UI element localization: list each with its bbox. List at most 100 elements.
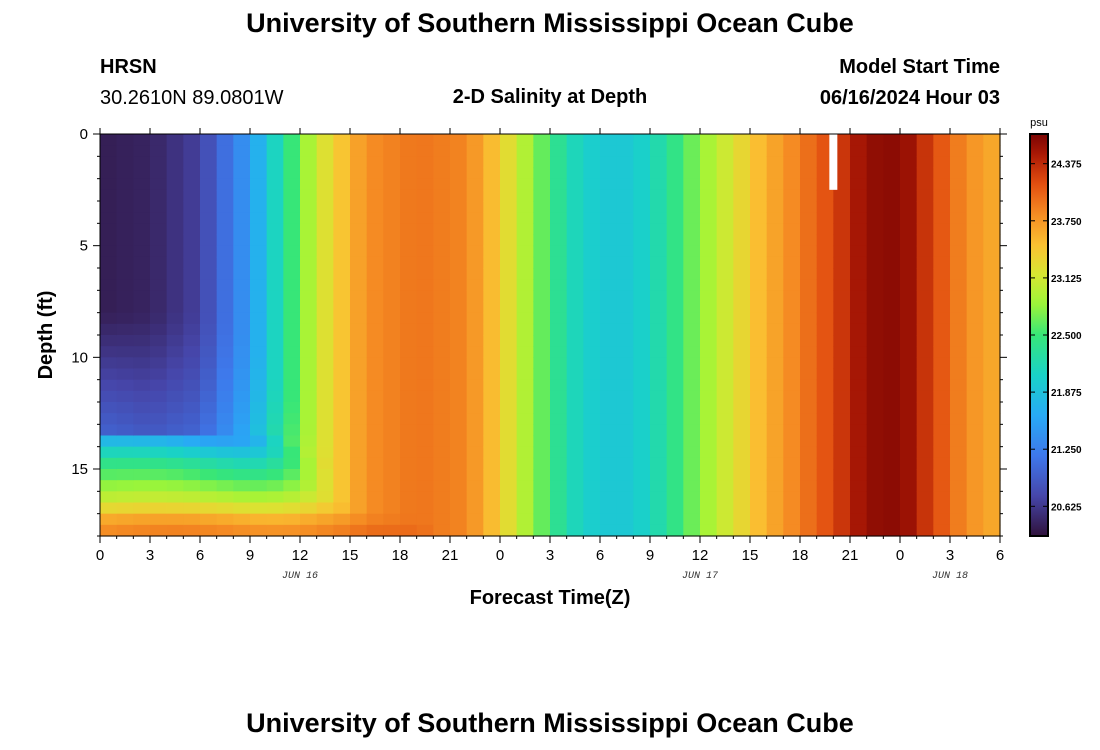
heatmap-cell xyxy=(100,402,118,414)
heatmap-cell xyxy=(916,256,934,269)
heatmap-cell xyxy=(816,323,834,336)
heatmap-cell xyxy=(566,368,584,381)
heatmap-cell xyxy=(450,413,468,425)
heatmap-cell xyxy=(400,524,418,537)
heatmap-cell xyxy=(916,212,934,224)
heatmap-cell xyxy=(700,513,718,526)
heatmap-cell xyxy=(666,491,684,504)
heatmap-cell xyxy=(650,167,668,180)
heatmap-cell xyxy=(750,223,768,236)
heatmap-cell xyxy=(816,413,834,425)
heatmap-cell xyxy=(433,134,451,146)
heatmap-cell xyxy=(833,480,851,492)
heatmap-cell xyxy=(716,413,734,425)
heatmap-cell xyxy=(250,279,268,291)
heatmap-cell xyxy=(483,234,501,247)
heatmap-cell xyxy=(800,323,818,336)
heatmap-cell xyxy=(250,201,268,213)
heatmap-cell xyxy=(233,435,251,448)
heatmap-cell xyxy=(616,256,634,269)
heatmap-cell xyxy=(400,279,418,291)
heatmap-cell xyxy=(983,424,1001,437)
heatmap-cell xyxy=(866,223,884,236)
heatmap-cell xyxy=(633,379,651,392)
heatmap-cell xyxy=(533,223,551,236)
heatmap-cell xyxy=(133,145,151,157)
heatmap-cell xyxy=(233,245,251,258)
heatmap-cell xyxy=(266,156,284,169)
heatmap-cell xyxy=(283,156,301,169)
heatmap-cell xyxy=(466,502,484,515)
heatmap-cell xyxy=(933,212,951,224)
heatmap-cell xyxy=(383,402,401,414)
heatmap-cell xyxy=(216,178,234,191)
heatmap-cell xyxy=(550,524,568,537)
heatmap-cell xyxy=(366,379,384,392)
heatmap-cell xyxy=(133,268,151,280)
heatmap-cell xyxy=(583,268,601,280)
heatmap-cell xyxy=(633,178,651,191)
heatmap-cell xyxy=(600,301,618,314)
heatmap-cell xyxy=(266,346,284,358)
heatmap-cell xyxy=(633,424,651,437)
heatmap-cell xyxy=(266,502,284,515)
heatmap-cell xyxy=(316,335,334,347)
heatmap-cell xyxy=(950,480,968,492)
heatmap-cell xyxy=(466,346,484,358)
heatmap-cell xyxy=(816,279,834,291)
heatmap-cell xyxy=(816,368,834,381)
heatmap-cell xyxy=(716,189,734,202)
heatmap-cell xyxy=(600,435,618,448)
heatmap-cell xyxy=(966,279,984,291)
heatmap-cell xyxy=(516,167,534,180)
heatmap-cell xyxy=(900,279,918,291)
heatmap-cell xyxy=(966,513,984,526)
heatmap-cell xyxy=(783,357,801,370)
heatmap-cell xyxy=(500,335,518,347)
heatmap-cell xyxy=(100,469,118,481)
heatmap-cell xyxy=(116,379,134,392)
heatmap-cell xyxy=(483,167,501,180)
colorbar-tick-label: 23.750 xyxy=(1051,217,1082,228)
heatmap-cell xyxy=(283,413,301,425)
x-tick-label: 12 xyxy=(292,547,309,564)
heatmap-cell xyxy=(966,491,984,504)
heatmap-cell xyxy=(850,413,868,425)
heatmap-cell xyxy=(616,279,634,291)
heatmap-cell xyxy=(966,357,984,370)
heatmap-cell xyxy=(783,201,801,213)
heatmap-cell xyxy=(816,402,834,414)
heatmap-cell xyxy=(766,379,784,392)
heatmap-cell xyxy=(683,234,701,247)
heatmap-cell xyxy=(166,346,184,358)
heatmap-cell xyxy=(866,212,884,224)
heatmap-cell xyxy=(366,435,384,448)
heatmap-cell xyxy=(633,524,651,537)
heatmap-cell xyxy=(866,357,884,370)
heatmap-cell xyxy=(266,279,284,291)
heatmap-cell xyxy=(233,145,251,157)
heatmap-cell xyxy=(933,178,951,191)
heatmap-cell xyxy=(350,312,368,325)
heatmap-cell xyxy=(700,156,718,169)
heatmap-cell xyxy=(416,480,434,492)
heatmap-cell xyxy=(166,413,184,425)
heatmap-cell xyxy=(966,234,984,247)
heatmap-cell xyxy=(366,290,384,303)
heatmap-cell xyxy=(666,368,684,381)
heatmap-cell xyxy=(433,290,451,303)
heatmap-cell xyxy=(733,480,751,492)
plot-title: 2-D Salinity at Depth xyxy=(452,86,648,108)
heatmap-cell xyxy=(783,301,801,314)
heatmap-cell xyxy=(466,379,484,392)
heatmap-cell xyxy=(600,189,618,202)
heatmap-cell xyxy=(316,502,334,515)
heatmap-cell xyxy=(316,290,334,303)
heatmap-cell xyxy=(666,301,684,314)
heatmap-cell xyxy=(216,301,234,314)
heatmap-cell xyxy=(916,167,934,180)
heatmap-cell xyxy=(183,189,201,202)
heatmap-cell xyxy=(316,435,334,448)
heatmap-cell xyxy=(616,156,634,169)
heatmap-cell xyxy=(833,469,851,481)
